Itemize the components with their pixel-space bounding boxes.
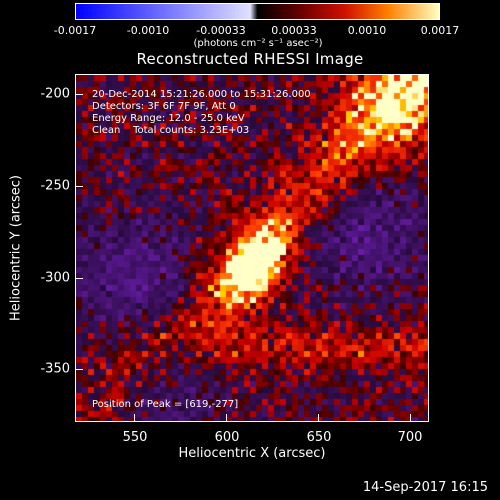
y-tick-label-300: -300: [40, 270, 70, 286]
plot-title: Reconstructed RHESSI Image: [136, 50, 364, 68]
image-plot: 20-Dec-2014 15:21:26.000 to 15:31:26.000…: [75, 74, 429, 422]
y-tick: [75, 94, 83, 95]
annotation-time: 20-Dec-2014 15:21:26.000 to 15:31:26.000: [92, 89, 311, 100]
colorbar-label-2: -0.00033: [196, 24, 246, 37]
x-tick: [134, 414, 135, 422]
x-tick-label-700: 700: [397, 430, 423, 445]
timestamp: 14-Sep-2017 16:15: [362, 480, 488, 495]
x-tick-label-550: 550: [122, 430, 148, 445]
x-tick-label-650: 650: [306, 430, 332, 445]
x-tick: [318, 414, 319, 422]
annotation-clean: Clean Total counts: 3.23E+03: [92, 125, 250, 136]
x-tick-label-600: 600: [214, 430, 240, 445]
y-tick-label-200: -200: [40, 86, 70, 102]
colorbar-unit: (photons cm⁻² s⁻¹ asec⁻²): [193, 38, 323, 49]
y-tick: [75, 369, 83, 370]
y-tick: [75, 278, 83, 279]
colorbar-label-3: 0.00033: [271, 24, 317, 37]
colorbar-label-5: 0.0017: [420, 24, 460, 37]
colorbar: [75, 3, 440, 20]
colorbar-label-4: 0.0010: [347, 24, 387, 37]
x-axis-label: Heliocentric X (arcsec): [178, 446, 326, 461]
annotation-energy: Energy Range: 12.0 - 25.0 keV: [92, 113, 245, 124]
annotation-peak-position: Position of Peak = [619,-277]: [92, 399, 239, 410]
colorbar-label-0: -0.0017: [53, 24, 97, 37]
y-tick: [75, 186, 83, 187]
colorbar-label-1: -0.0010: [126, 24, 170, 37]
colorbar-gradient: [76, 4, 439, 19]
y-tick-label-350: -350: [40, 361, 70, 377]
y-tick-label-250: -250: [40, 178, 70, 194]
rhessi-image: [76, 75, 428, 421]
annotation-detectors: Detectors: 3F 6F 7F 9F, Att 0: [92, 101, 236, 112]
y-axis-label: Heliocentric Y (arcsec): [8, 175, 24, 321]
x-tick: [226, 414, 227, 422]
x-tick: [410, 414, 411, 422]
